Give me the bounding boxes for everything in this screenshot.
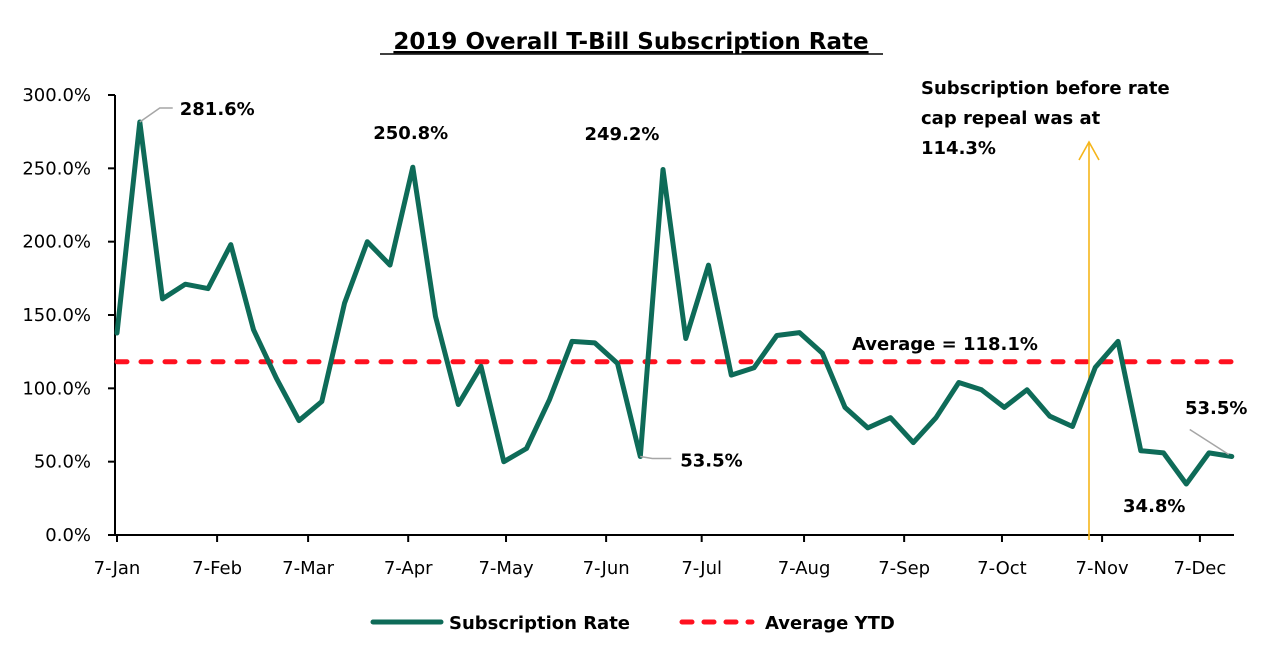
x-tick-label: 7-Nov bbox=[1076, 558, 1129, 579]
legend-label-average-ytd: Average YTD bbox=[765, 613, 895, 634]
x-tick-label: 7-Apr bbox=[384, 558, 433, 579]
y-tick-label: 50.0% bbox=[34, 452, 91, 473]
leader-line bbox=[139, 107, 173, 123]
legend-label-subscription-rate: Subscription Rate bbox=[449, 613, 630, 634]
x-tick-label: 7-Oct bbox=[977, 558, 1027, 579]
y-tick-label: 150.0% bbox=[22, 305, 91, 326]
x-tick-label: 7-Sep bbox=[878, 558, 930, 579]
y-tick-label: 300.0% bbox=[22, 85, 91, 106]
x-tick-label: 7-Jul bbox=[681, 558, 722, 579]
y-tick-label: 200.0% bbox=[22, 232, 91, 253]
data-label-low-jun: 53.5% bbox=[680, 451, 742, 472]
subscription-rate-line bbox=[114, 119, 1235, 487]
callout-text-line: Subscription before rate bbox=[921, 78, 1170, 99]
x-tick-label: 7-Jan bbox=[94, 558, 141, 579]
y-tick-label: 0.0% bbox=[45, 525, 91, 546]
data-label-peak-apr: 250.8% bbox=[373, 123, 448, 144]
annotation-arrow-head-icon bbox=[1078, 140, 1100, 161]
legend: Subscription Rate Average YTD bbox=[370, 613, 895, 634]
data-label-last: 53.5% bbox=[1185, 398, 1247, 419]
leader-line bbox=[640, 455, 672, 460]
average-label: Average = 118.1% bbox=[852, 334, 1038, 355]
callout-text-line: 114.3% bbox=[921, 138, 996, 159]
annotation-arrow-layer bbox=[1078, 140, 1100, 540]
callout-text-line: cap repeal was at bbox=[921, 108, 1101, 129]
y-tick-label: 100.0% bbox=[22, 378, 91, 399]
chart-title: 2019 Overall T-Bill Subscription Rate bbox=[393, 29, 868, 55]
x-axis: 7-Jan 7-Feb 7-Mar 7-Apr 7-May 7-Jun 7-Jul 7-Aug… bbox=[94, 534, 1234, 579]
x-tick-label: 7-Feb bbox=[192, 558, 242, 579]
y-axis: 0.0% 50.0% 100.0% 150.0% 200.0% 250.0% 300.0% bbox=[22, 85, 116, 546]
data-label-low-dec: 34.8% bbox=[1123, 496, 1185, 517]
x-tick-label: 7-May bbox=[478, 558, 534, 579]
x-tick-label: 7-Aug bbox=[778, 558, 831, 579]
series-layer bbox=[114, 119, 1235, 487]
data-label-peak-jan: 281.6% bbox=[180, 99, 255, 120]
leader-line bbox=[1189, 428, 1230, 456]
x-tick-label: 7-Jun bbox=[583, 558, 630, 579]
x-tick-label: 7-Dec bbox=[1174, 558, 1227, 579]
y-tick-label: 250.0% bbox=[22, 158, 91, 179]
data-label-layer: 281.6% 250.8% 249.2% 53.5% Average = 118.1% 3… bbox=[139, 78, 1247, 517]
data-label-peak-jun: 249.2% bbox=[585, 124, 660, 145]
x-tick-label: 7-Mar bbox=[282, 558, 335, 579]
